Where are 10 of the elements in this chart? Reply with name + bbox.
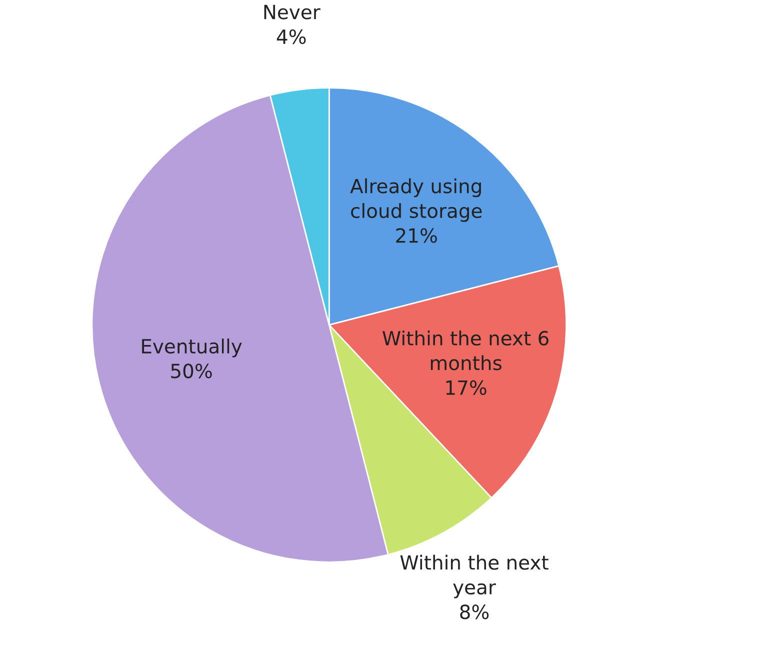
slice-label: Within the next 6 months xyxy=(382,330,548,370)
slice-label: Already using cloud storage xyxy=(350,178,482,222)
slice-label: Never xyxy=(264,4,320,20)
data-label: 17% xyxy=(446,380,486,396)
data-label: 8% xyxy=(460,604,489,620)
data-label: 50% xyxy=(171,364,212,378)
data-label: 21% xyxy=(396,228,437,243)
data-label: 4% xyxy=(276,29,306,44)
slice-label: Eventually xyxy=(142,338,242,358)
slice-label: Within the next year xyxy=(400,554,548,598)
